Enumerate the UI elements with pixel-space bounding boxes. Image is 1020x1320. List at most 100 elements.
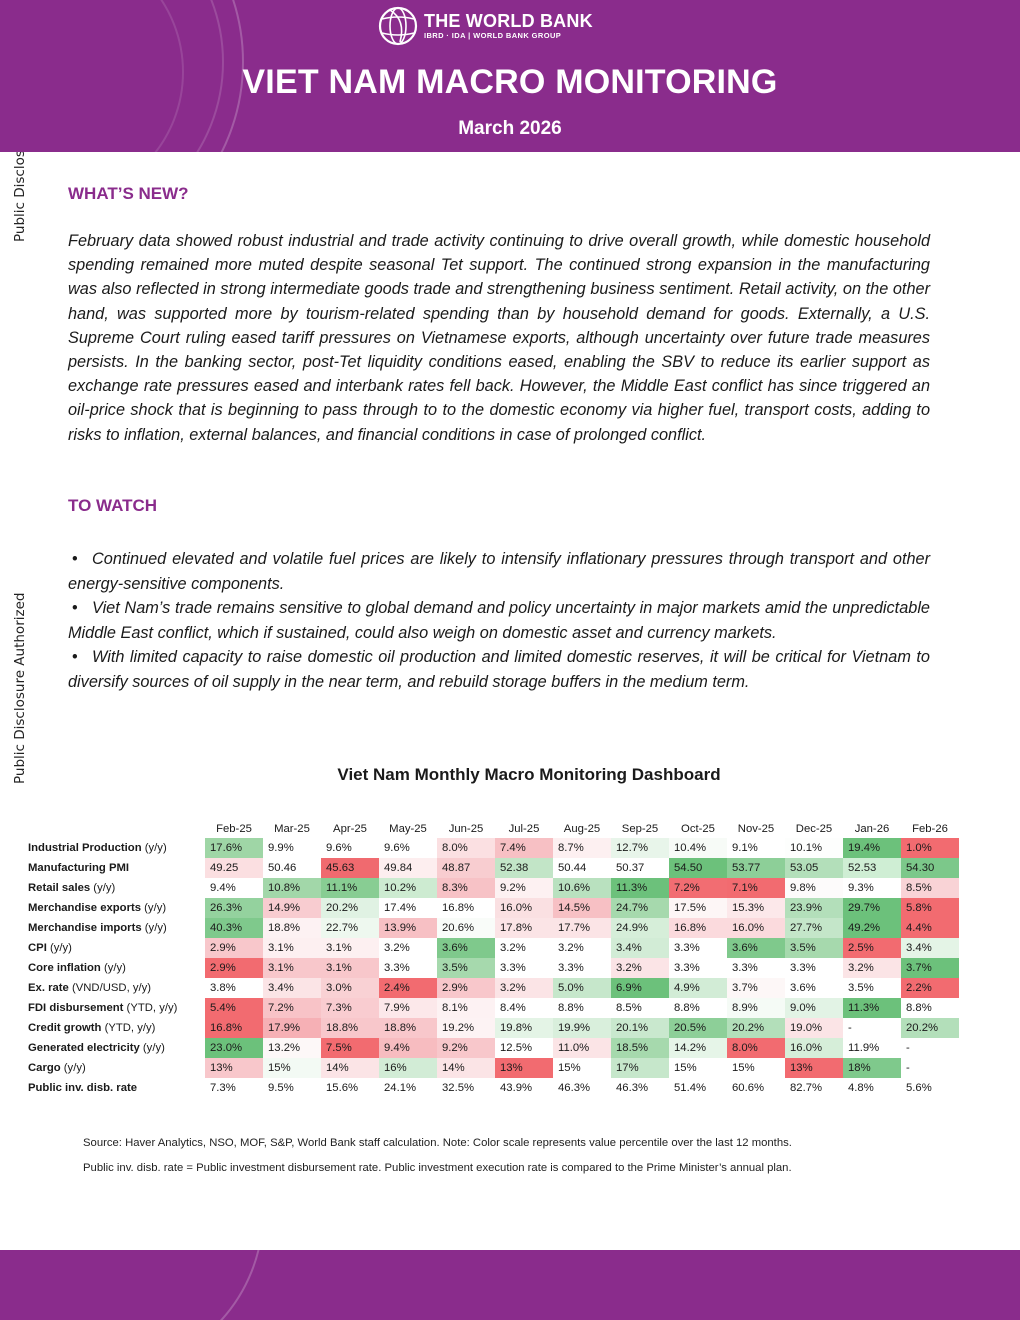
table-cell: 3.2%: [611, 958, 669, 978]
table-row: CPI (y/y) 2.9% 3.1% 3.1% 3.2% 3.6% 3.2% 3.2% 3.4…: [28, 938, 959, 958]
bullet-icon: •: [72, 648, 78, 666]
column-header: Mar-25: [274, 823, 310, 835]
table-cell: 2.9%: [205, 958, 263, 978]
table-row: Merchandise exports (y/y) 26.3% 14.9% 20.2%…: [28, 898, 959, 918]
table-cell: 43.9%: [500, 1082, 533, 1094]
row-label-unit: (YTD, y/y): [123, 1002, 178, 1014]
table-cell: 14%: [321, 1058, 379, 1078]
decorative-ring: [0, 0, 244, 152]
table-cell: 11.0%: [553, 1038, 611, 1058]
row-label: Manufacturing PMI: [28, 858, 205, 878]
row-label: CPI (y/y): [28, 938, 205, 958]
column-header: Apr-25: [333, 823, 367, 835]
table-cell: 16.8%: [442, 902, 475, 914]
table-cell: 3.2%: [558, 942, 584, 954]
to-watch-heading: TO WATCH: [68, 496, 158, 515]
table-row: Industrial Production (y/y) 17.6% 9.9% 9.6%…: [28, 838, 959, 858]
table-cell: 20.2%: [321, 898, 379, 918]
table-cell: 46.3%: [558, 1082, 591, 1094]
row-label-unit: (y/y): [141, 922, 167, 934]
table-cell: 50.46: [268, 862, 297, 874]
table-cell: 46.3%: [616, 1082, 649, 1094]
table-cell: 8.8%: [906, 1002, 932, 1014]
table-row: Generated electricity (y/y) 23.0% 13.2% 7.5…: [28, 1038, 959, 1058]
table-cell: 8.9%: [727, 998, 785, 1018]
logo-main-text: THE WORLD BANK: [424, 11, 593, 31]
table-cell: 8.5%: [616, 1002, 642, 1014]
table-cell: 24.7%: [611, 898, 669, 918]
decorative-ring: [0, 0, 184, 152]
column-header: Jan-26: [854, 823, 890, 835]
table-cell: 18.8%: [379, 1018, 437, 1038]
table-cell: 45.63: [321, 858, 379, 878]
table-cell: 16.0%: [785, 1038, 843, 1058]
table-cell: 19.4%: [843, 838, 901, 858]
table-cell: 11.3%: [843, 998, 901, 1018]
table-cell: 9.4%: [210, 882, 236, 894]
table-cell: 13%: [785, 1058, 843, 1078]
table-cell: 20.1%: [611, 1018, 669, 1038]
table-cell: -: [906, 1062, 910, 1074]
table-cell: 10.6%: [553, 878, 611, 898]
table-cell: 53.77: [727, 858, 785, 878]
table-cell: 19.9%: [553, 1018, 611, 1038]
table-row: FDI disbursement (YTD, y/y) 5.4% 7.2% 7.3% 7…: [28, 998, 959, 1018]
table-cell: 19.2%: [437, 1018, 495, 1038]
table-cell: 49.84: [379, 858, 437, 878]
table-row: Credit growth (YTD, y/y) 16.8% 17.9% 18.8% 1…: [28, 1018, 959, 1038]
table-cell: 51.4%: [674, 1082, 707, 1094]
table-cell: 3.5%: [437, 958, 495, 978]
table-cell: 52.53: [843, 858, 901, 878]
list-item: • With limited capacity to raise domestic…: [68, 645, 930, 694]
row-label-name: Industrial Production: [28, 842, 142, 854]
table-cell: 14%: [437, 1058, 495, 1078]
table-cell: 18%: [843, 1058, 901, 1078]
table-cell: 13%: [495, 1058, 553, 1078]
table-cell: 9.1%: [732, 842, 758, 854]
table-row: Retail sales (y/y) 9.4% 10.8% 11.1% 10.2% 8.3…: [28, 878, 959, 898]
row-label: Ex. rate (VND/USD, y/y): [28, 978, 205, 998]
list-item-text: Viet Nam’s trade remains sensitive to gl…: [68, 599, 930, 642]
table-cell: 16.8%: [669, 918, 727, 938]
table-cell: 22.7%: [321, 918, 379, 938]
table-cell: 10.1%: [785, 838, 843, 858]
column-header: Jun-25: [448, 823, 484, 835]
table-cell: 2.5%: [843, 938, 901, 958]
table-cell: 7.3%: [210, 1082, 236, 1094]
table-cell: 60.6%: [732, 1082, 765, 1094]
table-cell: 3.7%: [727, 978, 785, 998]
table-cell: 23.0%: [205, 1038, 263, 1058]
row-label-name: Cargo: [28, 1062, 61, 1074]
table-cell: 7.1%: [727, 878, 785, 898]
table-header-row: Feb-25 Mar-25 Apr-25 May-25 Jun-25 Jul-25 Aug-…: [28, 820, 959, 838]
table-cell: 16%: [379, 1058, 437, 1078]
table-cell: 54.50: [669, 858, 727, 878]
table-cell: 10.4%: [669, 838, 727, 858]
dashboard-title: Viet Nam Monthly Macro Monitoring Dashbo…: [337, 765, 721, 784]
table-cell: 18.8%: [263, 918, 321, 938]
table-cell: 50.37: [616, 862, 645, 874]
row-label-unit: (y/y): [100, 962, 126, 974]
header-banner: THE WORLD BANK IBRD · IDA | WORLD BANK G…: [0, 0, 1020, 152]
table-cell: 9.0%: [785, 998, 843, 1018]
row-label: Public inv. disb. rate: [28, 1078, 205, 1098]
table-cell: 8.1%: [437, 998, 495, 1018]
row-label-name: Public inv. disb. rate: [28, 1082, 138, 1094]
row-label-name: CPI: [28, 942, 47, 954]
row-label-unit: (y/y): [141, 842, 167, 854]
table-cell: 3.3%: [674, 942, 700, 954]
table-row: Cargo (y/y) 13% 15% 14% 16% 14% 13% 15% 17% 15% 15…: [28, 1058, 959, 1078]
disclosure-label-middle: Public Disclosure Authorized: [12, 592, 28, 784]
table-cell: 4.9%: [669, 978, 727, 998]
column-header: Feb-25: [216, 823, 252, 835]
table-cell: 8.8%: [558, 1002, 584, 1014]
table-cell: 50.44: [558, 862, 587, 874]
table-cell: 16.0%: [727, 918, 785, 938]
table-cell: 9.4%: [379, 1038, 437, 1058]
table-cell: 14.5%: [553, 898, 611, 918]
table-cell: 54.30: [901, 858, 959, 878]
table-cell: 8.5%: [901, 878, 959, 898]
row-label: Generated electricity (y/y): [28, 1038, 205, 1058]
table-cell: 32.5%: [442, 1082, 475, 1094]
table-cell: 4.4%: [901, 918, 959, 938]
